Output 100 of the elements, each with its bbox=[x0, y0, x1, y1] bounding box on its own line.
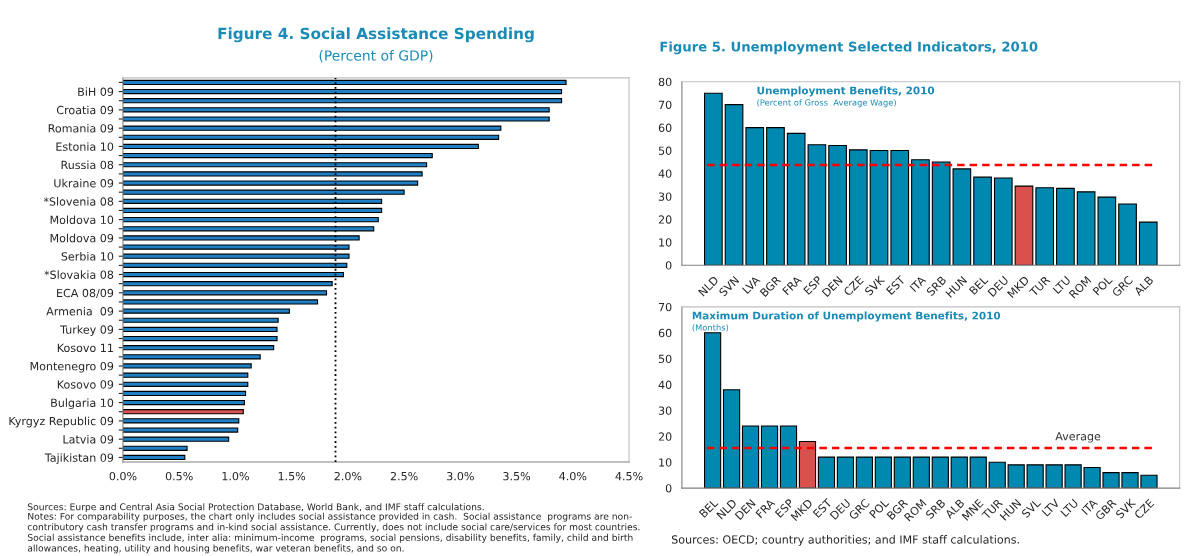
y-tick-label: 10 bbox=[659, 238, 672, 247]
y-tick-label: Moldova 09 bbox=[50, 233, 114, 243]
y-tick-label: Croatia 09 bbox=[56, 105, 114, 115]
bar bbox=[911, 159, 930, 266]
bar bbox=[950, 456, 968, 489]
bar bbox=[122, 317, 279, 323]
x-tick-label: 4.0% bbox=[559, 471, 587, 481]
x-tick-label: 4.5% bbox=[615, 471, 643, 481]
x-tick-label: 1.5% bbox=[278, 471, 306, 481]
x-tick-label: FRA bbox=[782, 275, 803, 296]
y-tick-label: Kosovo 11 bbox=[57, 343, 113, 353]
x-tick-label: LTU bbox=[1060, 498, 1079, 518]
x-tick-label: LVA bbox=[742, 275, 761, 294]
bar bbox=[703, 332, 722, 489]
bar bbox=[122, 281, 333, 287]
chart-title: Unemployment Benefits, 2010 bbox=[757, 86, 935, 97]
x-tick-label: TUR bbox=[1028, 275, 1051, 298]
ref-line-label: Average bbox=[1055, 432, 1101, 443]
y-tick-label: Moldova 10 bbox=[50, 215, 114, 225]
bar bbox=[122, 445, 188, 451]
bar bbox=[741, 425, 760, 489]
y-tick-label: Turkey 09 bbox=[60, 325, 114, 336]
bar bbox=[798, 441, 817, 489]
bar bbox=[912, 456, 930, 489]
y-tick-label: 70 bbox=[658, 302, 672, 312]
x-tick-label: 3.0% bbox=[447, 471, 474, 481]
bar bbox=[122, 363, 252, 369]
y-tick-label: Serbia 10 bbox=[61, 252, 114, 261]
y-tick-label: Estonia 10 bbox=[56, 142, 114, 151]
bar bbox=[122, 308, 290, 314]
bar bbox=[122, 372, 249, 378]
x-tick-label: BEL bbox=[698, 498, 719, 518]
bar bbox=[931, 456, 949, 489]
y-tick-label: Kosovo 09 bbox=[57, 380, 114, 389]
bar bbox=[1056, 187, 1075, 266]
caption: Figure 5. Unemployment Selected Indicators, 2010 bbox=[660, 41, 1038, 55]
y-tick-label: Ukraine 09 bbox=[54, 178, 114, 188]
bar bbox=[869, 149, 889, 266]
y-tick-label: 0 bbox=[665, 261, 672, 270]
x-tick-label: ITA bbox=[1081, 498, 1098, 515]
text: (Months) bbox=[692, 324, 729, 332]
bar bbox=[993, 177, 1013, 266]
x-tick-label: 0.5% bbox=[165, 471, 193, 481]
y-tick-label: *Slovenia 08 bbox=[43, 197, 114, 206]
bar bbox=[893, 456, 911, 489]
y-tick-label: Latvia 09 bbox=[63, 434, 114, 444]
bar bbox=[848, 149, 868, 266]
y-tick-label: Kyrgyz Republic 09 bbox=[9, 416, 114, 428]
bar bbox=[828, 144, 847, 266]
y-tick-label: 10 bbox=[659, 458, 672, 467]
bar bbox=[122, 399, 245, 406]
x-tick-label: 3.5% bbox=[503, 471, 531, 481]
bar bbox=[122, 409, 244, 415]
y-tick-label: 20 bbox=[658, 215, 672, 224]
y-tick-label: ECA 08/09 bbox=[57, 288, 114, 299]
bar bbox=[122, 427, 239, 433]
bar bbox=[122, 390, 247, 397]
x-tick-label: SVL bbox=[1021, 498, 1042, 519]
bar bbox=[855, 456, 874, 489]
bar bbox=[760, 425, 779, 489]
y-tick-label: 30 bbox=[658, 192, 672, 201]
bar bbox=[1035, 187, 1055, 266]
text: Notes: For comparability purposes, the chart only includes social assistance provided in cash. Social assistance programs are non- contributory cash transfer programs and in-kind social assistance. Currently, does not include social care/services for most countries. Social assistance benefits include, inter alia: minimum-income programs, social pensions, disability benefits, family, child and birth allowances, heating, utility and housing benefits, war veteran benefits, and so on. bbox=[27, 512, 640, 554]
x-tick-label: BEL bbox=[968, 275, 989, 295]
bar bbox=[122, 354, 261, 360]
bar bbox=[703, 92, 723, 266]
bar bbox=[122, 290, 328, 296]
y-tick-label: Montenegro 09 bbox=[30, 361, 114, 373]
source-note: Sources: OECD; country authorities; and IMF staff calculations. bbox=[671, 535, 1019, 546]
bar bbox=[1014, 185, 1034, 266]
y-tick-label: Tajikistan 09 bbox=[44, 453, 114, 464]
x-tick-label: 1.0% bbox=[222, 471, 249, 481]
chart-title: Figure 4. Social Assistance Spending bbox=[218, 27, 534, 43]
bar bbox=[890, 149, 910, 266]
bar bbox=[122, 418, 240, 424]
source-note: Sources: Eurpe and Central Asia Social Protection Database, World Bank, and IMF staff calculations. bbox=[27, 503, 484, 513]
y-tick-label: 20 bbox=[658, 432, 672, 441]
x-tick-label: ITA bbox=[909, 275, 927, 293]
bar bbox=[766, 127, 785, 266]
bar bbox=[973, 176, 992, 266]
bar bbox=[122, 345, 275, 351]
y-tick-label: 60 bbox=[658, 328, 672, 338]
text: (Percent of Gross Average Wage) bbox=[757, 99, 896, 108]
y-tick-label: Russia 08 bbox=[61, 160, 114, 170]
y-tick-label: 30 bbox=[658, 406, 672, 415]
y-tick-label: 40 bbox=[658, 380, 672, 389]
y-tick-label: 60 bbox=[658, 123, 672, 132]
bar bbox=[817, 456, 836, 489]
bar bbox=[122, 381, 249, 387]
x-tick-label: FRA bbox=[755, 498, 776, 519]
x-tick-label: LTU bbox=[1052, 275, 1071, 295]
chart-subtitle: (Percent of GDP) bbox=[319, 49, 433, 63]
bar bbox=[122, 299, 319, 305]
y-tick-label: 50 bbox=[658, 354, 672, 364]
bar bbox=[122, 326, 278, 333]
y-tick-label: 40 bbox=[658, 169, 672, 178]
bar bbox=[122, 436, 230, 442]
chart-title: Maximum Duration of Unemployment Benefits, 2010 bbox=[692, 311, 1001, 322]
x-tick-label: POL bbox=[1092, 275, 1113, 296]
y-tick-label: 50 bbox=[658, 146, 672, 155]
